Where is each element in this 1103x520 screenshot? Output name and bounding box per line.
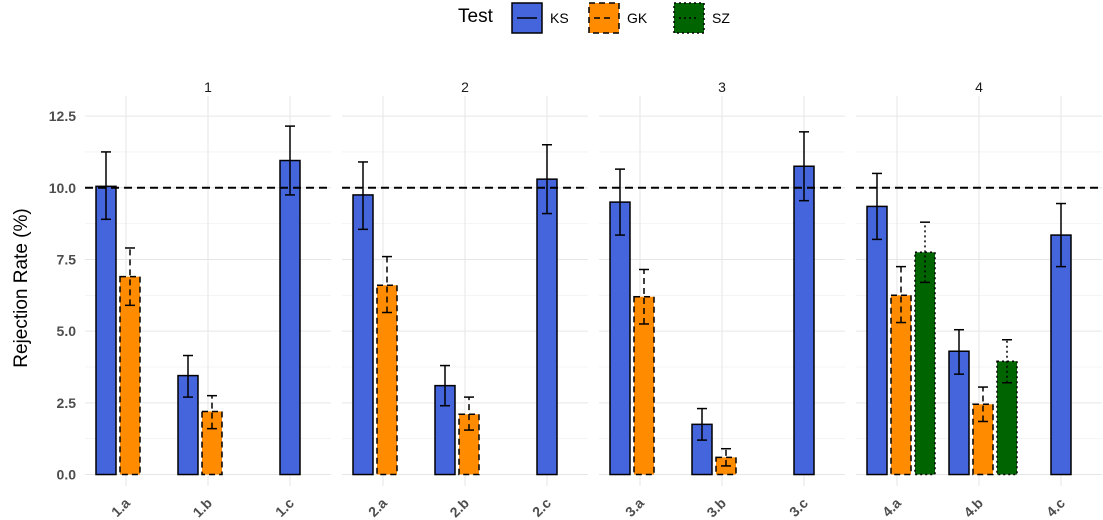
x-tick-label: 4.b: [960, 495, 986, 520]
panel-label: 2: [461, 79, 469, 95]
bar-4.a-KS: [866, 205, 888, 476]
panel-label: 4: [975, 79, 983, 95]
y-tick-label: 5.0: [57, 323, 77, 339]
legend-label-sz: SZ: [712, 10, 730, 26]
legend-title: Test: [458, 6, 494, 27]
panel-2: 2 2.a 2.b 2.c: [342, 79, 588, 520]
x-tick-label: 1.a: [108, 495, 133, 520]
bar-4.a-SZ: [914, 251, 936, 476]
x-tick-label: 4.c: [1043, 495, 1068, 520]
x-tick-label: 1.c: [272, 495, 297, 520]
bar-4.a-GK: [890, 294, 912, 476]
bar-1.a-KS: [95, 185, 117, 476]
y-tick-label: 12.5: [49, 108, 76, 124]
x-tick-label: 3.a: [622, 495, 647, 520]
y-axis-label: Rejection Rate (%): [11, 208, 32, 367]
bar-2.a-GK: [376, 284, 398, 476]
bar-4.b-GK: [972, 403, 994, 476]
x-tick-label: 3.c: [786, 495, 811, 520]
bar-2.c-KS: [536, 178, 558, 476]
legend-label-ks: KS: [550, 10, 569, 26]
x-tick-label: 2.b: [446, 495, 472, 520]
x-tick-label: 2.a: [365, 495, 390, 520]
y-tick-label: 2.5: [57, 395, 77, 411]
panel-3: 3 3.a 3.b 3.c: [599, 79, 845, 520]
legend-label-gk: GK: [627, 10, 648, 26]
x-tick-label: 2.c: [529, 495, 554, 520]
bar-1.b-GK: [201, 410, 223, 476]
y-tick-label: 7.5: [57, 251, 77, 267]
bar-2.a-KS: [352, 194, 374, 476]
panel-label: 3: [718, 79, 726, 95]
bar-4.b-SZ: [996, 360, 1018, 476]
x-tick-label: 3.b: [703, 495, 729, 520]
bar-1.a-GK: [119, 275, 141, 476]
panel-label: 1: [204, 79, 212, 95]
bar-4.c-KS: [1050, 234, 1072, 476]
bar-1.c-KS: [279, 159, 301, 476]
panel-4: 4 4.a 4.b 4.c: [856, 79, 1102, 520]
bar-2.b-GK: [458, 413, 480, 476]
bar-3.a-KS: [609, 201, 631, 476]
y-tick-label: 0.0: [57, 467, 77, 483]
panel-1: 1 1.a 1.b 1.c: [85, 79, 331, 520]
y-tick-label: 10.0: [49, 180, 76, 196]
legend: Test KS GK SZ: [458, 2, 730, 34]
bar-3.c-KS: [793, 165, 815, 476]
bar-3.a-GK: [633, 295, 655, 476]
panels: 1 1.a 1.b 1.c 2 2.a 2.b 2.c 3 3.a 3.b 3.c 4 4.a 4.b 4.c: [85, 79, 1102, 520]
x-tick-label: 1.b: [189, 495, 215, 520]
x-tick-label: 4.a: [879, 495, 904, 520]
